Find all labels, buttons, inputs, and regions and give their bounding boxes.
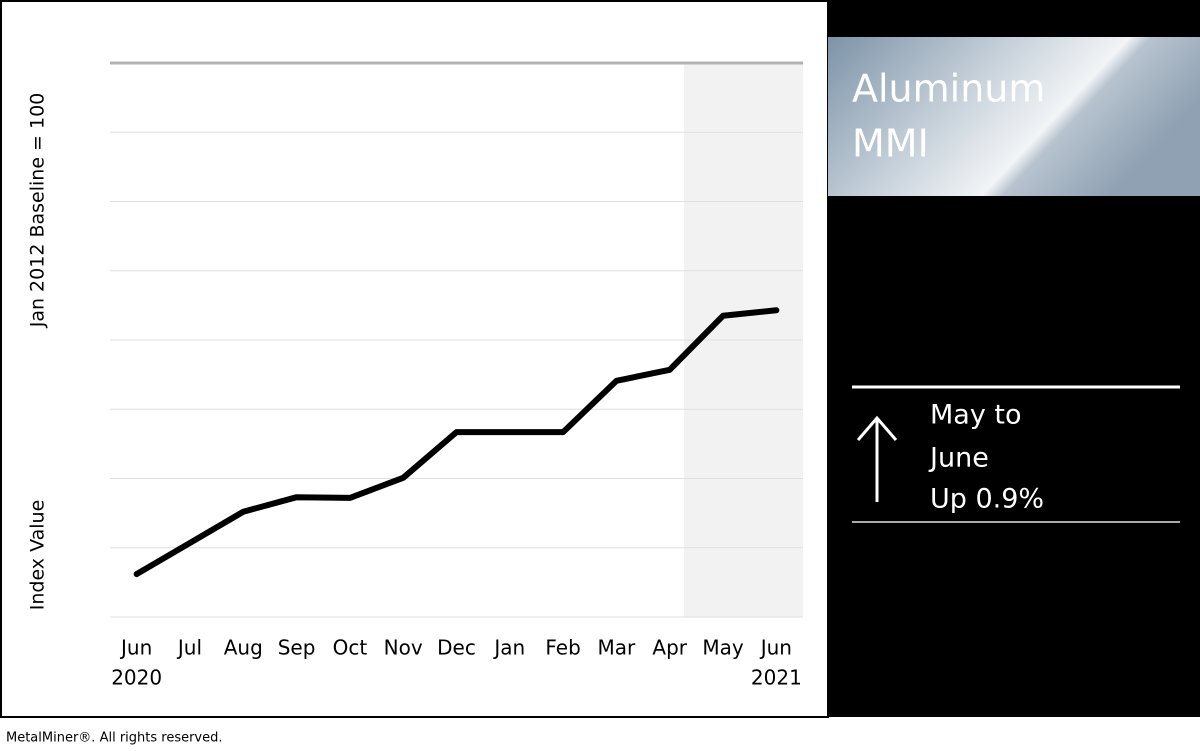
x-tick-label: Dec bbox=[437, 636, 476, 660]
plot: Jun Jul Aug Sep Oct Nov Dec Jan Feb Mar Apr May Jun 2… bbox=[110, 61, 803, 690]
x-tick-label: Aug bbox=[224, 636, 263, 660]
y-axis-label: Index Value bbox=[27, 500, 49, 611]
x-tick-label: Oct bbox=[333, 636, 368, 660]
x-tick-label: Jan bbox=[492, 636, 525, 660]
x-year-label: 2020 bbox=[111, 666, 162, 690]
footer: MetalMiner®. All rights reserved. bbox=[6, 731, 223, 746]
x-tick-label: Nov bbox=[384, 636, 423, 660]
data-line bbox=[133, 307, 780, 578]
y-axis-label: Jan 2012 Baseline = 100 bbox=[27, 93, 49, 329]
x-tick-label: Mar bbox=[598, 636, 637, 660]
x-tick-label: May bbox=[702, 636, 744, 660]
up-arrow-head bbox=[856, 415, 898, 441]
x-tick-label: Apr bbox=[652, 636, 687, 660]
x-tick-label: Feb bbox=[545, 636, 580, 660]
x-tick-label: Jul bbox=[176, 636, 202, 660]
title-box bbox=[828, 37, 1200, 196]
change-text: Up 0.9% bbox=[930, 484, 1044, 515]
x-year-label: 2021 bbox=[751, 666, 802, 690]
x-tick-label: Jun bbox=[759, 636, 792, 660]
change-text: May to bbox=[930, 400, 1022, 431]
panel-title: Aluminum bbox=[852, 67, 1045, 111]
change-text: June bbox=[928, 443, 989, 474]
x-tick-label: Sep bbox=[278, 636, 316, 660]
x-tick-label: Jun bbox=[119, 636, 152, 660]
panel-title: MMI bbox=[852, 122, 929, 166]
